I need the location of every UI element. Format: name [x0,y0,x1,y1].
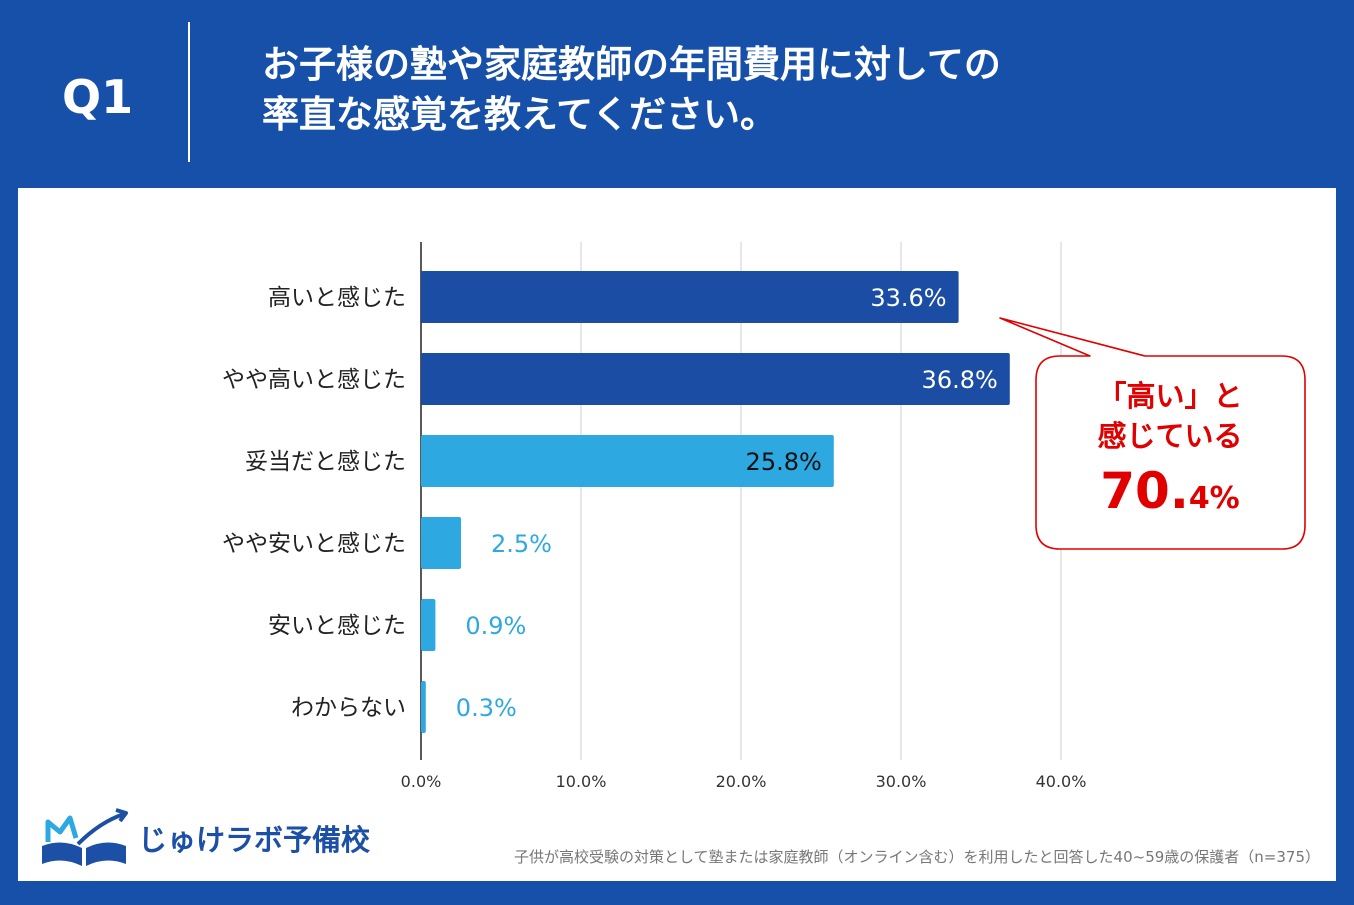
question-number: Q1 [62,70,134,124]
grid-lines [420,242,1062,760]
data-label: 36.8% [922,366,998,394]
footnote: 子供が高校受験の対策として塾または家庭教師（オンライン含む）を利用したと回答した… [513,848,1320,866]
category-label: 安いと感じた [268,613,406,639]
data-label: 25.8% [746,448,822,476]
callout-big-number: 70.4% [1060,460,1280,530]
callout-number: 70. [1100,462,1189,520]
data-label: 33.6% [870,284,946,312]
x-tick-label: 20.0% [716,772,767,791]
question-line-2: 率直な感覚を教えてください。 [262,93,778,136]
bar [421,599,436,651]
callout-shape [999,317,1306,550]
x-tick-label: 10.0% [556,772,607,791]
data-label: 0.3% [456,694,517,722]
question-line-1: お子様の塾や家庭教師の年間費用に対しての [262,43,1001,86]
callout-bubble [999,317,1306,550]
category-label: やや高いと感じた [222,367,406,393]
callout-line-1: 「高い」と [1097,379,1243,413]
data-label: 0.9% [465,612,526,640]
bar [421,681,426,733]
logo: じゅけラボ予備校 [38,808,370,868]
category-label: 妥当だと感じた [245,449,406,475]
category-labels: 高いと感じた 33.6% やや高いと感じた 36.8% 妥当だと感じた 25.8% やや安い… [222,284,998,722]
x-tick-labels: 0.0% 10.0% 20.0% 30.0% 40.0% [401,772,1087,791]
category-label: 高いと感じた [268,285,406,311]
callout-text: 「高い」と 感じている 70.4% [1060,376,1280,530]
open-book-icon [42,808,128,866]
bar [421,271,959,323]
bar [421,517,461,569]
data-label: 2.5% [491,530,552,558]
callout-number-suffix: 4% [1188,481,1240,516]
x-tick-label: 40.0% [1036,772,1087,791]
header-divider [188,22,190,162]
logo-text: じゅけラボ予備校 [138,823,371,857]
bar [421,353,1010,405]
x-tick-label: 0.0% [401,772,442,791]
x-tick-label: 30.0% [876,772,927,791]
question-text: お子様の塾や家庭教師の年間費用に対しての 率直な感覚を教えてください。 [262,40,1302,140]
bars [421,271,1010,733]
category-label: やや安いと感じた [222,531,406,557]
callout-line-2: 感じている [1097,419,1243,453]
category-label: わからない [291,695,406,721]
bar [421,435,834,487]
